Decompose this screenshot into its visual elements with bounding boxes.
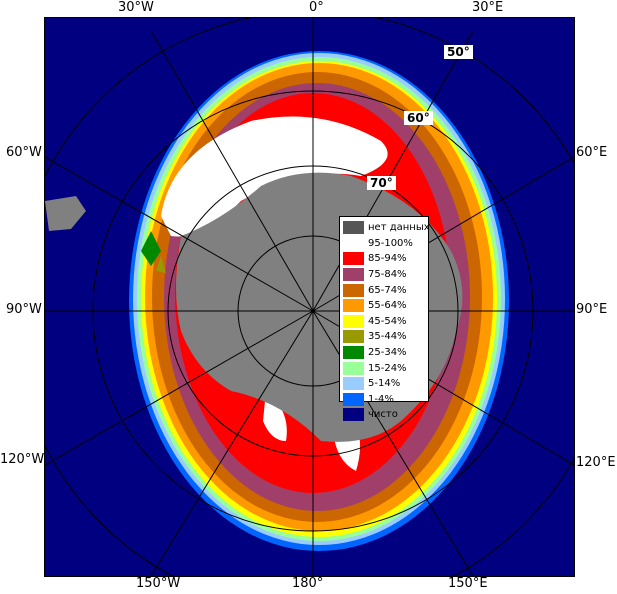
lon-label-60e: 60°E: [576, 145, 608, 160]
legend-label: 75-84%: [368, 269, 407, 281]
legend-item: 35-44%: [343, 329, 428, 345]
legend-swatch: [343, 377, 364, 391]
map-frame: [44, 17, 575, 577]
meridian-30w: [150, 30, 314, 312]
lon-label-180: 180°: [292, 576, 324, 591]
meridian-60w: [45, 156, 314, 312]
legend-item: 1-4%: [343, 392, 428, 408]
antarctic-sea-ice-map: [45, 18, 574, 576]
legend-item: 15-24%: [343, 360, 428, 376]
legend-item: 75-84%: [343, 267, 428, 283]
legend-label: 1-4%: [368, 393, 394, 405]
legend-swatch: [343, 392, 364, 406]
lon-label-30e: 30°E: [472, 0, 504, 15]
meridian-150w: [150, 310, 314, 576]
legend-label: 65-74%: [368, 284, 407, 296]
legend-item: 5-14%: [343, 376, 428, 392]
lon-label-60w: 60°W: [6, 145, 42, 160]
legend-item: чисто: [343, 407, 428, 423]
lon-label-90w: 90°W: [6, 302, 42, 317]
legend-swatch: [343, 330, 364, 344]
legend-label: 5-14%: [368, 378, 401, 390]
ice-band-35-44: [156, 256, 166, 273]
legend-swatch: [343, 268, 364, 282]
lon-label-150w: 150°W: [136, 576, 181, 591]
legend-swatch: [343, 283, 364, 297]
lon-label-150e: 150°E: [448, 576, 488, 591]
legend-item: 55-64%: [343, 298, 428, 314]
meridian-120w: [45, 310, 314, 466]
legend-label: 85-94%: [368, 253, 407, 265]
lon-label-90e: 90°E: [576, 302, 608, 317]
legend-swatch: [343, 346, 364, 360]
legend-label: 15-24%: [368, 362, 407, 374]
legend-swatch: [343, 361, 364, 375]
legend-item: нет данных: [343, 220, 430, 236]
legend-item: 45-54%: [343, 314, 428, 330]
ice-band-25-34: [141, 231, 161, 266]
legend-label: 45-54%: [368, 315, 407, 327]
legend-item: 95-100%: [343, 236, 428, 252]
lat-label-50: 50°: [444, 45, 473, 59]
legend-label: 25-34%: [368, 347, 407, 359]
legend-label: чисто: [368, 409, 398, 421]
legend-swatch: [343, 314, 364, 328]
legend-label: 35-44%: [368, 331, 407, 343]
legend-label: нет данных: [368, 222, 430, 234]
legend-label: 95-100%: [368, 237, 413, 249]
lon-label-0: 0°: [309, 0, 324, 15]
legend-swatch: [343, 221, 364, 235]
lon-label-120e: 120°E: [576, 455, 616, 470]
legend-item: 25-34%: [343, 345, 428, 361]
concentration-legend: нет данных 95-100% 85-94% 75-84% 65-74% 55-64…: [339, 216, 430, 422]
graticule: [45, 18, 574, 576]
legend-swatch: [343, 236, 364, 250]
legend-swatch: [343, 299, 364, 313]
legend-item: 65-74%: [343, 282, 428, 298]
legend-swatch: [343, 252, 364, 266]
south-america-fragment: [45, 196, 86, 231]
legend-label: 55-64%: [368, 300, 407, 312]
lat-label-60: 60°: [404, 111, 433, 125]
legend-item: 85-94%: [343, 251, 428, 267]
lon-label-30w: 30°W: [118, 0, 154, 15]
legend-swatch: [343, 408, 364, 422]
lon-label-120w: 120°W: [0, 452, 45, 467]
lat-label-70: 70°: [367, 176, 396, 190]
